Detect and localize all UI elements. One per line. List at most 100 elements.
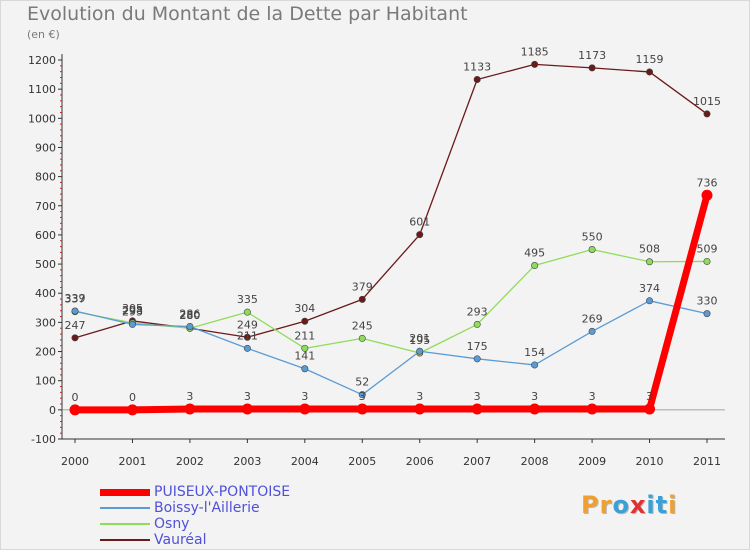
data-point — [69, 404, 81, 416]
data-point — [416, 231, 424, 239]
y-tick-label: 200 — [35, 346, 56, 359]
data-label: 269 — [582, 312, 603, 325]
y-tick-label: 1200 — [28, 54, 56, 67]
data-point — [531, 60, 539, 68]
logo-letter: i — [646, 491, 656, 519]
x-tick-label: 2003 — [233, 455, 261, 468]
chart-subtitle: (en €) — [27, 28, 60, 41]
data-label: 374 — [639, 282, 660, 295]
legend-label-puiseux: PUISEUX-PONTOISE — [154, 484, 291, 500]
data-label: 337 — [65, 293, 86, 306]
data-label: 0 — [129, 391, 136, 404]
y-tick-label: 300 — [35, 316, 56, 329]
data-label: 293 — [467, 305, 488, 318]
data-label: 195 — [409, 334, 430, 347]
data-point — [646, 297, 654, 305]
data-point — [299, 403, 311, 415]
data-point — [644, 403, 656, 415]
logo-letter: t — [655, 491, 669, 519]
data-label: 330 — [697, 295, 718, 308]
data-point — [646, 68, 654, 76]
data-point — [243, 344, 251, 352]
legend-swatch-vaureal — [100, 539, 150, 541]
data-point — [128, 320, 136, 328]
data-label: 298 — [122, 304, 143, 317]
data-label: 245 — [352, 319, 373, 332]
data-label: 211 — [237, 329, 258, 342]
data-label: 0 — [72, 391, 79, 404]
data-point — [588, 64, 596, 72]
data-point — [703, 110, 711, 118]
data-label: 736 — [697, 176, 718, 189]
data-point — [356, 403, 368, 415]
x-tick-label: 2008 — [521, 455, 549, 468]
data-label: 3 — [589, 390, 596, 403]
data-label: 3 — [301, 390, 308, 403]
data-point — [126, 404, 138, 416]
data-label: 3 — [359, 390, 366, 403]
legend-item-boissy: Boissy-l'Aillerie — [100, 500, 290, 516]
data-label: 508 — [639, 243, 660, 256]
data-label: 211 — [294, 329, 315, 342]
legend-label-boissy: Boissy-l'Aillerie — [154, 500, 260, 516]
data-label: 1185 — [521, 45, 549, 58]
data-point — [588, 246, 596, 254]
data-label: 3 — [186, 390, 193, 403]
series-line-osny — [74, 248, 708, 354]
data-point — [301, 344, 309, 352]
logo-letter: x — [629, 491, 647, 519]
data-point — [358, 295, 366, 303]
y-tick-label: 0 — [49, 404, 56, 417]
data-point — [243, 308, 251, 316]
data-label: 293 — [122, 305, 143, 318]
x-tick-label: 2004 — [291, 455, 319, 468]
legend-item-osny: Osny — [100, 516, 290, 532]
legend-swatch-osny — [100, 523, 150, 525]
data-point — [473, 76, 481, 84]
data-label: 550 — [582, 231, 603, 244]
data-point — [586, 403, 598, 415]
data-label: 175 — [467, 340, 488, 353]
x-tick-label: 2000 — [61, 455, 89, 468]
data-label: 280 — [179, 309, 200, 322]
data-label: 201 — [409, 332, 430, 345]
legend-item-vaureal: Vauréal — [100, 532, 290, 548]
proxiti-logo: Proxiti — [581, 491, 677, 519]
data-point — [416, 347, 424, 355]
data-label: 509 — [697, 242, 718, 255]
data-label: 52 — [355, 376, 369, 389]
data-point — [701, 189, 713, 201]
data-point — [703, 310, 711, 318]
data-label: 154 — [524, 346, 545, 359]
chart-legend: PUISEUX-PONTOISE Boissy-l'Aillerie Osny … — [100, 484, 290, 548]
data-point — [184, 403, 196, 415]
series-line-boissy-l-aillerie — [74, 300, 708, 396]
logo-letter: r — [599, 491, 613, 519]
y-tick-label: -100 — [31, 433, 56, 446]
data-label: 3 — [531, 390, 538, 403]
y-tick-label: 600 — [35, 229, 56, 242]
data-label: 3 — [244, 390, 251, 403]
data-label: 305 — [122, 302, 143, 315]
x-tick-label: 2002 — [176, 455, 204, 468]
data-point — [473, 355, 481, 363]
x-tick-label: 2010 — [636, 455, 664, 468]
data-point — [471, 403, 483, 415]
data-point — [473, 320, 481, 328]
x-tick-label: 2009 — [578, 455, 606, 468]
data-point — [531, 262, 539, 270]
y-tick-label: 100 — [35, 375, 56, 388]
data-point — [703, 257, 711, 265]
logo-letter: o — [612, 491, 630, 519]
data-label: 339 — [65, 292, 86, 305]
legend-label-vaureal: Vauréal — [154, 532, 207, 548]
data-label: 1133 — [463, 61, 491, 74]
x-tick-label: 2005 — [348, 455, 376, 468]
data-label: 3 — [474, 390, 481, 403]
data-label: 3 — [646, 390, 653, 403]
series-line-puiseux-pontoise — [71, 191, 711, 414]
x-tick-label: 2011 — [693, 455, 721, 468]
data-label: 247 — [65, 319, 86, 332]
data-label: 286 — [179, 307, 200, 320]
data-label: 3 — [416, 390, 423, 403]
